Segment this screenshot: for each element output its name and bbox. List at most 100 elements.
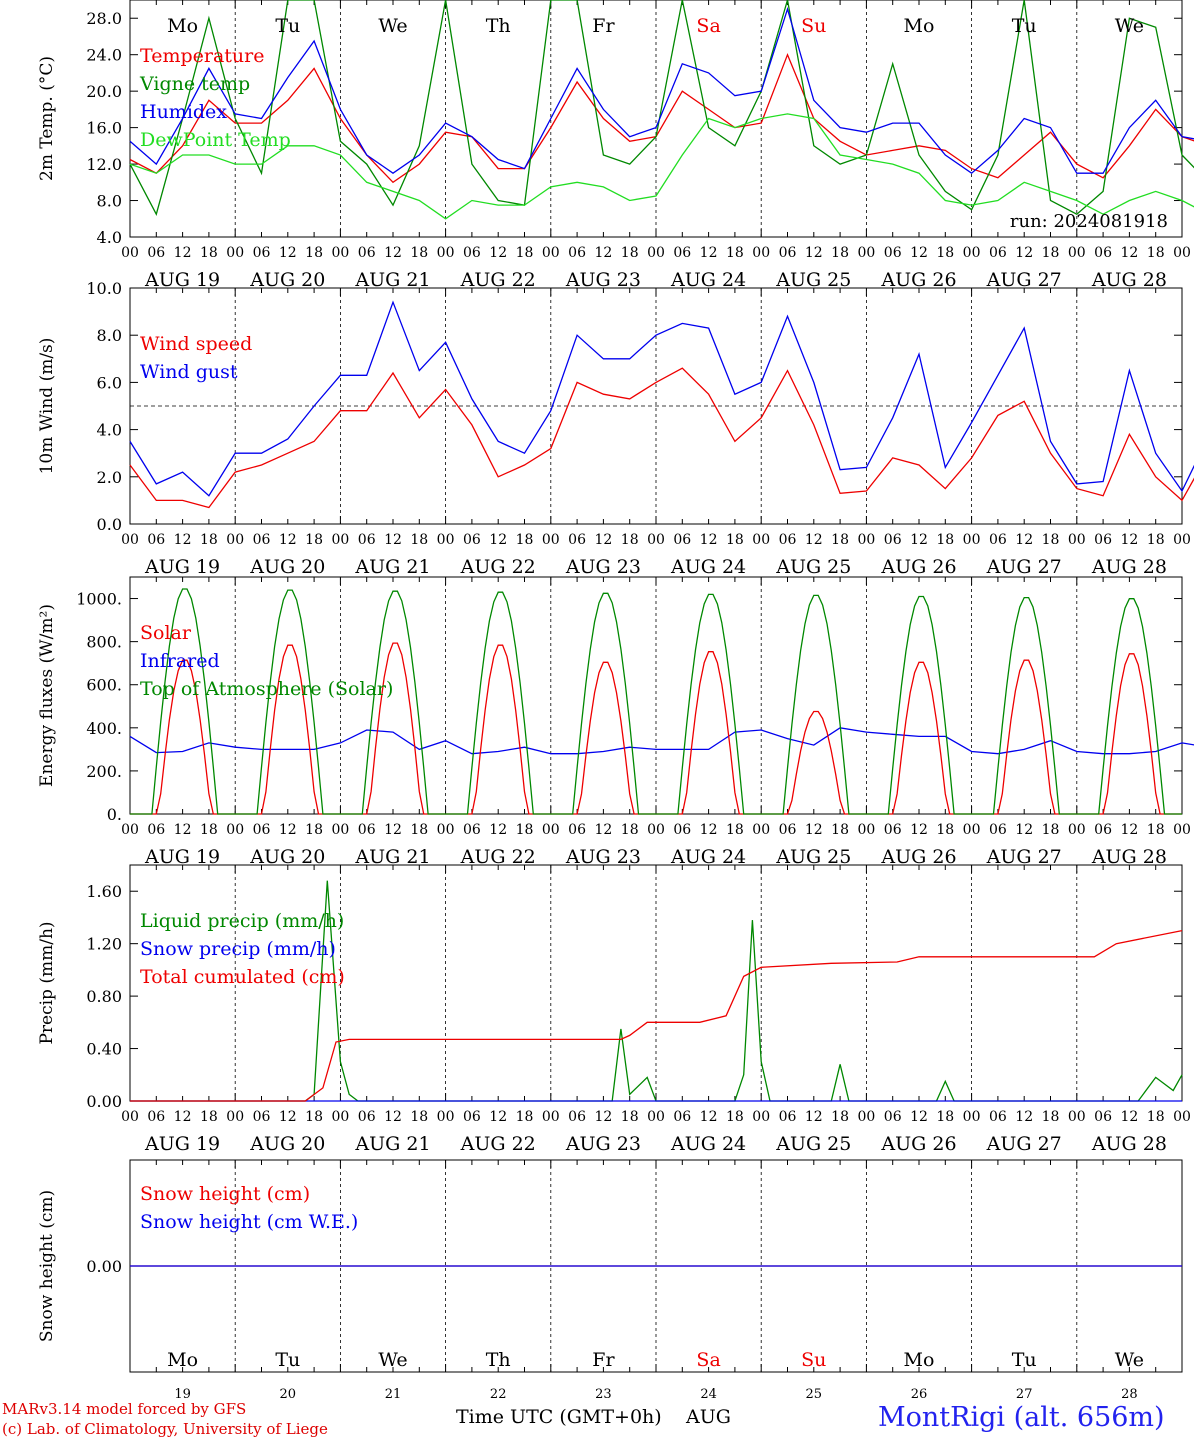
y-tick-label: 2.0 — [97, 468, 122, 487]
series-wind-speed — [129, 367, 1194, 509]
date-label: AUG 28 — [1091, 556, 1167, 578]
hour-tick-label: 12 — [174, 1109, 192, 1125]
hour-tick-label: 06 — [989, 822, 1007, 838]
date-label: AUG 25 — [775, 556, 851, 578]
y-tick-label: 1.20 — [86, 935, 122, 954]
weekday-label: Fr — [592, 15, 615, 37]
hour-tick-label: 18 — [621, 1109, 639, 1125]
hour-tick-label: 12 — [594, 822, 612, 838]
hour-tick-label: 12 — [279, 245, 297, 261]
legend-entry: Snow height (cm W.E.) — [140, 1211, 358, 1233]
hour-tick-label: 12 — [384, 1109, 402, 1125]
hour-tick-label: 06 — [884, 532, 902, 548]
day-number: 27 — [1016, 1387, 1033, 1402]
hour-tick-label: 18 — [410, 532, 428, 548]
hour-tick-label: 18 — [305, 1109, 323, 1125]
date-label: AUG 19 — [144, 556, 220, 578]
hour-tick-label: 18 — [305, 245, 323, 261]
hour-tick-label: 00 — [226, 822, 244, 838]
y-tick-label: 8.0 — [97, 326, 122, 345]
date-label: AUG 20 — [249, 556, 325, 578]
hour-tick-label: 12 — [384, 532, 402, 548]
y-tick-label: 0.0 — [97, 515, 122, 534]
hour-tick-label: 12 — [174, 532, 192, 548]
hour-tick-label: 06 — [1094, 532, 1112, 548]
hour-tick-label: 12 — [1120, 532, 1138, 548]
date-label: AUG 21 — [354, 846, 430, 868]
hour-tick-label: 12 — [805, 245, 823, 261]
x-axis-label: Time UTC (GMT+0h) — [456, 1406, 662, 1428]
series-total-cumulated-cm- — [130, 929, 1183, 1102]
hour-tick-label: 06 — [989, 532, 1007, 548]
hour-tick-label: 12 — [910, 1109, 928, 1125]
hour-tick-label: 00 — [121, 245, 139, 261]
date-label: AUG 22 — [460, 269, 536, 291]
weekday-label: Tu — [1012, 15, 1037, 37]
legend-entry: Vigne temp — [139, 73, 250, 95]
hour-tick-label: 06 — [253, 245, 271, 261]
date-label: AUG 19 — [144, 269, 220, 291]
hour-tick-label: 18 — [410, 245, 428, 261]
weekday-label: Tu — [275, 1349, 300, 1371]
date-label: AUG 25 — [775, 269, 851, 291]
date-label: AUG 27 — [986, 269, 1062, 291]
hour-tick-label: 12 — [489, 822, 507, 838]
day-number: 21 — [385, 1387, 402, 1402]
weekday-label: We — [378, 15, 407, 37]
date-label: AUG 26 — [880, 269, 956, 291]
hour-tick-label: 18 — [1042, 1109, 1060, 1125]
date-label: AUG 19 — [144, 846, 220, 868]
hour-tick-label: 00 — [1173, 245, 1191, 261]
hour-tick-label: 18 — [1147, 245, 1165, 261]
hour-tick-label: 00 — [542, 822, 560, 838]
hour-tick-label: 18 — [1042, 245, 1060, 261]
y-tick-label: 28.0 — [86, 9, 122, 28]
hour-tick-label: 12 — [1120, 822, 1138, 838]
hour-tick-label: 18 — [1042, 532, 1060, 548]
legend-entry: Wind gust — [140, 361, 238, 383]
hour-tick-label: 18 — [1147, 822, 1165, 838]
weekday-label: Su — [801, 1349, 826, 1371]
hour-tick-label: 06 — [253, 532, 271, 548]
y-tick-label: 1.60 — [86, 882, 122, 901]
hour-tick-label: 06 — [568, 822, 586, 838]
day-number: 23 — [595, 1387, 612, 1402]
date-label: AUG 20 — [249, 1133, 325, 1155]
hour-tick-label: 06 — [147, 532, 165, 548]
hour-tick-label: 06 — [673, 822, 691, 838]
hour-tick-label: 18 — [200, 822, 218, 838]
hour-tick-label: 12 — [910, 822, 928, 838]
series-liquid-precip-mm-h- — [130, 880, 1183, 1102]
hour-tick-label: 18 — [726, 822, 744, 838]
hour-tick-label: 06 — [1094, 822, 1112, 838]
hour-tick-label: 18 — [1147, 1109, 1165, 1125]
hour-tick-label: 18 — [1042, 822, 1060, 838]
weekday-label: Mo — [904, 1349, 935, 1371]
hour-tick-label: 00 — [857, 822, 875, 838]
hour-tick-label: 12 — [805, 1109, 823, 1125]
hour-tick-label: 00 — [121, 532, 139, 548]
hour-tick-label: 18 — [516, 245, 534, 261]
hour-tick-label: 00 — [963, 245, 981, 261]
hour-tick-label: 00 — [1068, 532, 1086, 548]
hour-tick-label: 18 — [831, 1109, 849, 1125]
hour-tick-label: 12 — [700, 532, 718, 548]
hour-tick-label: 18 — [831, 532, 849, 548]
hour-tick-label: 18 — [1147, 532, 1165, 548]
hour-tick-label: 00 — [542, 532, 560, 548]
date-label: AUG 23 — [565, 846, 641, 868]
hour-tick-label: 06 — [673, 1109, 691, 1125]
hour-tick-label: 00 — [542, 1109, 560, 1125]
hour-tick-label: 12 — [910, 245, 928, 261]
date-label: AUG 24 — [670, 556, 746, 578]
station-name: MontRigi (alt. 656m) — [878, 1402, 1165, 1433]
hour-tick-label: 18 — [936, 1109, 954, 1125]
hour-tick-label: 18 — [726, 245, 744, 261]
date-label: AUG 28 — [1091, 1133, 1167, 1155]
hour-tick-label: 06 — [358, 1109, 376, 1125]
date-label: AUG 25 — [775, 846, 851, 868]
hour-tick-label: 00 — [1173, 1109, 1191, 1125]
legend-entry: Humidex — [140, 101, 227, 123]
y-tick-label: 200. — [86, 762, 122, 781]
y-tick-label: 0.80 — [86, 987, 122, 1006]
